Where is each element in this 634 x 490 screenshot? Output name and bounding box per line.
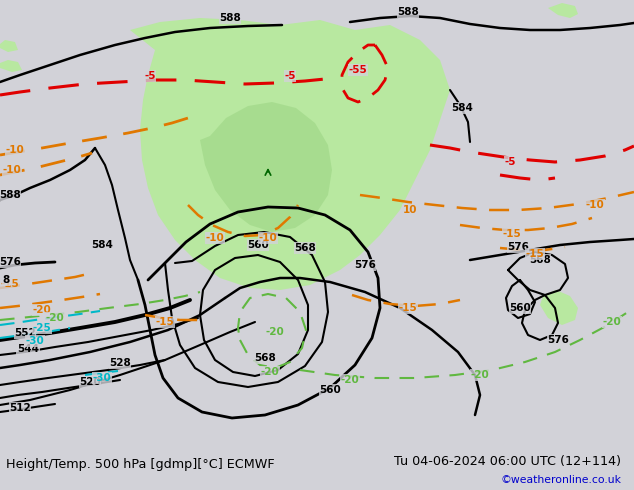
- Text: Tu 04-06-2024 06:00 UTC (12+114): Tu 04-06-2024 06:00 UTC (12+114): [394, 455, 621, 467]
- Polygon shape: [0, 60, 22, 72]
- Text: -55: -55: [349, 65, 367, 75]
- Text: -15: -15: [503, 229, 521, 239]
- Text: -20: -20: [470, 370, 489, 380]
- Text: -20: -20: [261, 367, 280, 377]
- Text: -10: -10: [6, 145, 24, 155]
- Text: -20: -20: [32, 305, 51, 315]
- Text: -10: -10: [3, 165, 22, 175]
- Text: -15: -15: [155, 317, 174, 327]
- Text: 544: 544: [17, 344, 39, 354]
- Text: 576: 576: [354, 260, 376, 270]
- Text: 588: 588: [397, 7, 419, 17]
- Text: Height/Temp. 500 hPa [gdmp][°C] ECMWF: Height/Temp. 500 hPa [gdmp][°C] ECMWF: [6, 458, 275, 470]
- Polygon shape: [540, 290, 578, 325]
- Text: 588: 588: [219, 13, 241, 23]
- Text: -20: -20: [266, 327, 285, 337]
- Text: 520: 520: [79, 377, 101, 387]
- Text: -10: -10: [259, 233, 278, 243]
- Text: 576: 576: [507, 242, 529, 252]
- Text: -25: -25: [32, 323, 51, 333]
- Text: 552: 552: [14, 328, 36, 338]
- Text: 568: 568: [529, 255, 551, 265]
- Text: 584: 584: [91, 240, 113, 250]
- Text: 584: 584: [451, 103, 473, 113]
- Text: -20: -20: [46, 313, 65, 323]
- Text: -30: -30: [25, 336, 44, 346]
- Text: 568: 568: [254, 353, 276, 363]
- Text: 588: 588: [0, 190, 21, 200]
- Polygon shape: [130, 18, 450, 290]
- Text: -15: -15: [1, 279, 20, 289]
- Text: -10: -10: [586, 200, 604, 210]
- Text: 568: 568: [294, 243, 316, 253]
- Polygon shape: [548, 3, 578, 18]
- Text: 576: 576: [0, 257, 21, 267]
- Text: 512: 512: [9, 403, 31, 413]
- Text: -15: -15: [526, 249, 545, 259]
- Text: 560: 560: [509, 303, 531, 313]
- Text: -20: -20: [603, 317, 621, 327]
- Text: -5: -5: [145, 71, 156, 81]
- Polygon shape: [200, 102, 332, 232]
- Text: 560: 560: [319, 385, 341, 395]
- Text: -30: -30: [93, 373, 112, 383]
- Text: -5: -5: [504, 157, 515, 167]
- Text: -20: -20: [340, 375, 359, 385]
- Text: ©weatheronline.co.uk: ©weatheronline.co.uk: [500, 475, 621, 485]
- Text: 8: 8: [3, 275, 10, 285]
- Polygon shape: [0, 40, 18, 52]
- Text: 10: 10: [403, 205, 417, 215]
- Text: 528: 528: [109, 358, 131, 368]
- Text: 560: 560: [247, 240, 269, 250]
- Text: -15: -15: [399, 303, 417, 313]
- Text: 576: 576: [547, 335, 569, 345]
- Text: -10: -10: [205, 233, 224, 243]
- Text: -5: -5: [284, 71, 295, 81]
